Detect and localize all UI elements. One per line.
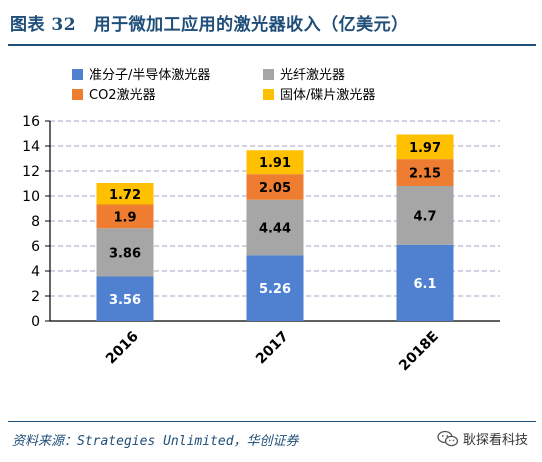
title-divider: [8, 44, 536, 46]
bar-segment-2016-0: [96, 276, 154, 321]
bar-segment-2018E-3: [396, 134, 454, 160]
chart-title: 图表 32 用于微加工应用的激光器收入（亿美元）: [10, 15, 409, 35]
bar-segment-2018E-1: [396, 186, 454, 245]
y-tick-label-10: 10: [22, 189, 40, 205]
legend-swatch-3: [263, 89, 274, 100]
bar-segment-2018E-0: [396, 244, 454, 321]
watermark-text: 耿探看科技: [462, 433, 528, 448]
source-note: 资料来源：Strategies Unlimited，华创证券: [12, 434, 299, 449]
bars: [96, 134, 454, 321]
bar-segment-2017-1: [246, 199, 304, 256]
wechat-icon: [437, 430, 459, 446]
y-tick-label-4: 4: [31, 264, 40, 280]
data-label-2016-0: 3.56: [109, 293, 141, 308]
legend-label-0: 准分子/半导体激光器: [89, 68, 210, 83]
bar-segment-2016-2: [96, 204, 154, 229]
data-label-2018E-0: 6.1: [413, 277, 436, 292]
data-label-2018E-1: 4.7: [413, 209, 436, 224]
bar-segment-2018E-2: [396, 159, 454, 186]
data-label-2017-1: 4.44: [259, 222, 291, 237]
y-tick-label-8: 8: [31, 214, 40, 230]
data-label-2018E-3: 1.97: [409, 141, 441, 156]
bar-segment-2017-0: [246, 255, 304, 321]
legend-label-1: 光纤激光器: [280, 68, 345, 83]
legend-swatch-2: [72, 89, 83, 100]
bar-segment-2017-2: [246, 174, 304, 200]
data-label-2017-3: 1.91: [259, 156, 291, 171]
y-tick-label-16: 16: [22, 114, 40, 130]
y-tick-label-6: 6: [31, 239, 40, 255]
data-label-2018E-2: 2.15: [409, 167, 441, 182]
bar-segment-2016-1: [96, 228, 154, 277]
y-tick-label-12: 12: [22, 164, 40, 180]
bar-segment-2017-3: [246, 150, 304, 175]
source-divider: [8, 421, 536, 422]
data-label-2017-2: 2.05: [259, 181, 291, 196]
x-tick-label-2018E: 2018E: [396, 329, 442, 375]
data-label-2016-2: 1.9: [113, 210, 136, 225]
legend-swatch-1: [263, 69, 274, 80]
y-tick-label-2: 2: [31, 289, 40, 305]
y-tick-label-14: 14: [22, 139, 40, 155]
watermark: 耿探看科技: [437, 429, 528, 448]
x-tick-label-2017: 2017: [253, 329, 292, 368]
legend-label-2: CO2激光器: [89, 88, 156, 103]
data-labels: 3.56 3.86 1.9 1.72 5.26 4.44 2.05 1.91 6.1 4.7 2.1…: [109, 141, 441, 308]
data-label-2016-3: 1.72: [109, 188, 141, 203]
y-tick-label-0: 0: [31, 314, 40, 330]
x-tick-label-2016: 2016: [103, 329, 142, 368]
bar-segment-2016-3: [96, 183, 154, 205]
legend-label-3: 固体/碟片激光器: [280, 88, 375, 103]
stacked-bar-chart: 准分子/半导体激光器 光纤激光器 CO2激光器 固体/碟片激光器 0 2 4 6 8 10 12 1…: [22, 68, 500, 375]
data-label-2017-0: 5.26: [259, 282, 291, 297]
data-label-2016-1: 3.86: [109, 246, 141, 261]
legend: 准分子/半导体激光器 光纤激光器 CO2激光器 固体/碟片激光器: [72, 68, 375, 103]
legend-swatch-0: [72, 69, 83, 80]
